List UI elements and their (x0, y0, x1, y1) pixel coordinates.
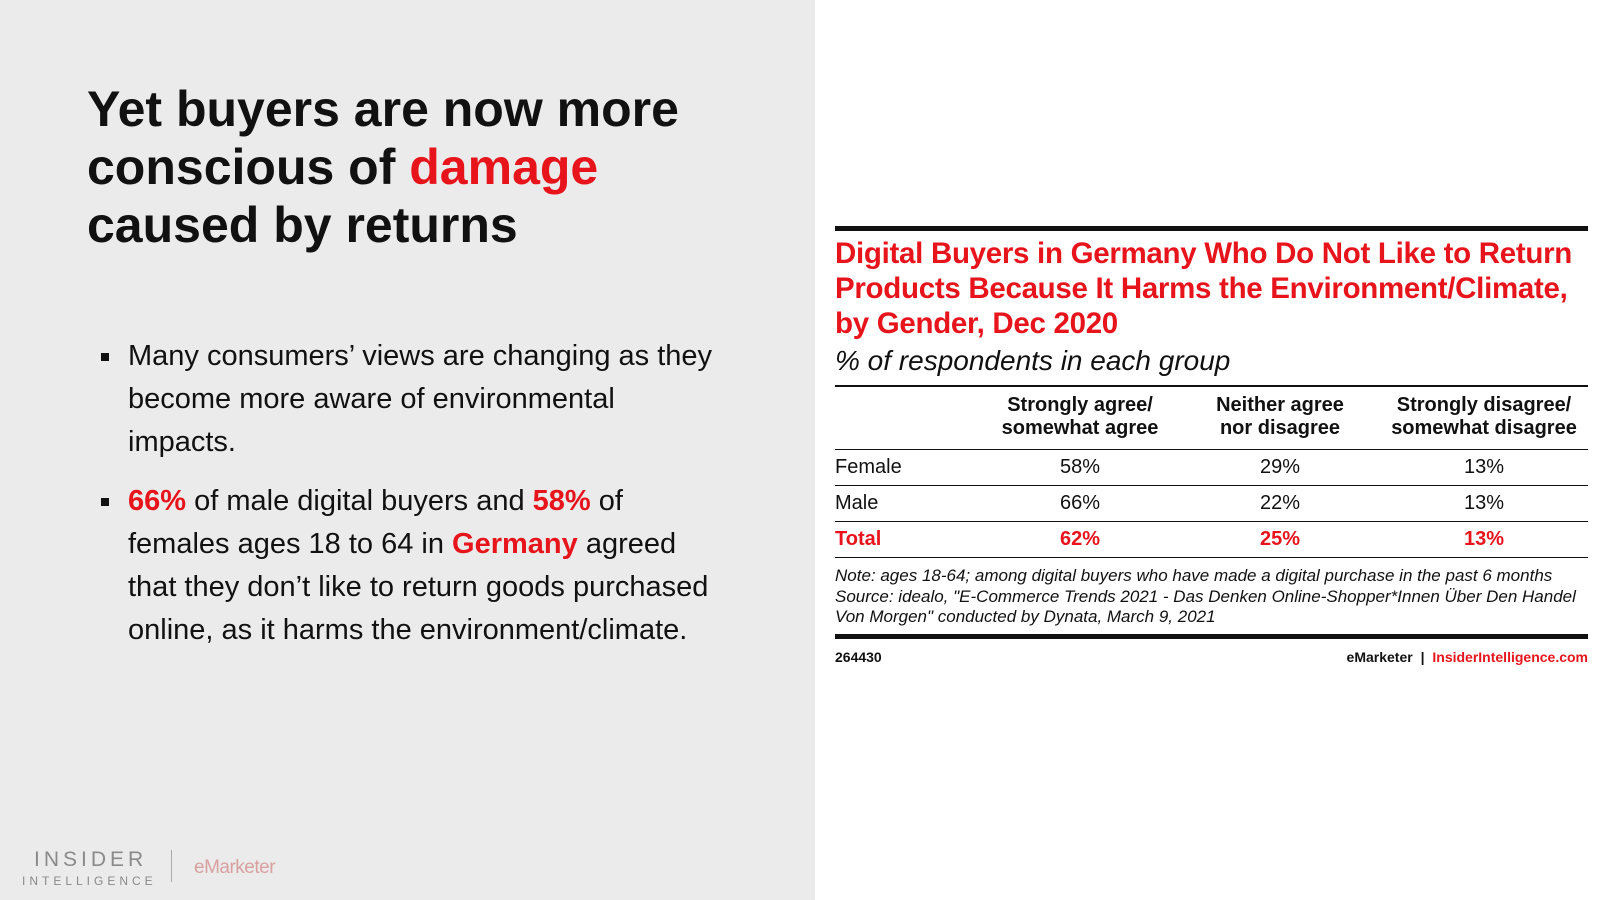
row-label: Total (835, 528, 882, 550)
row-label: Female (835, 456, 902, 478)
left-panel: Yet buyers are now more conscious of dam… (0, 0, 815, 900)
text-run: of male digital buyers and (186, 485, 533, 517)
header-line: Neither agree (1216, 393, 1344, 416)
header-line: somewhat agree (1001, 416, 1159, 439)
table-cell: 62% (1059, 528, 1101, 550)
logo-text: INTELLIGENCE (22, 874, 157, 888)
logo-separator (171, 850, 172, 882)
header-line: nor disagree (1219, 416, 1341, 439)
table-row: Female 58% 29% 13% (835, 450, 1588, 486)
slide-title: Yet buyers are now more conscious of dam… (87, 80, 747, 254)
rule (835, 633, 1588, 639)
logo-text: INSIDER (34, 848, 148, 871)
logo-brand: eMarketer (194, 857, 276, 878)
rule (835, 448, 1588, 450)
separator: | (1420, 648, 1425, 665)
bullet: 66% of male digital buyers and 58% of fe… (100, 480, 720, 652)
table-card: Digital Buyers in Germany Who Do Not Lik… (835, 226, 1588, 665)
table-note: Note: ages 18-64; among digital buyers w… (835, 566, 1553, 585)
header-line: Strongly agree/ (1007, 393, 1153, 416)
table-cell: 25% (1259, 528, 1301, 550)
bullet: Many consumers’ views are changing as th… (100, 335, 720, 464)
table-body: Female 58% 29% 13% Male 66% 22% 13% Total 62% 25% 1… (835, 450, 1588, 558)
brand: eMarketer (1346, 648, 1413, 665)
header-line: somewhat disagree (1391, 416, 1577, 439)
table-row: Total 62% 25% 13% (835, 522, 1588, 558)
header-line: Strongly disagree/ (1396, 393, 1572, 416)
header-cell: Strongly agree/somewhat agree (980, 394, 1180, 440)
site: InsiderIntelligence.com (1432, 648, 1588, 665)
table-header: Strongly agree/somewhat agree Neither agr… (835, 387, 1588, 449)
header-cell (835, 394, 980, 440)
table-cell: 29% (1259, 456, 1301, 478)
table-source: Source: idealo, "E-Commerce Trends 2021 … (835, 586, 1576, 627)
highlight-text: 58% (532, 485, 591, 517)
header-cell: Strongly disagree/somewhat disagree (1380, 394, 1588, 440)
rule (835, 226, 1588, 231)
table-subtitle: % of respondents in each group (835, 345, 1231, 376)
text-run: of females ages 18 to 64 in (128, 485, 623, 560)
text-run: Many consumers’ views are changing as th… (128, 340, 713, 458)
text-run: Yet buyers are now more conscious of (87, 81, 679, 195)
highlight-text: damage (409, 139, 599, 195)
row-label: Male (835, 492, 879, 514)
text-run: agreed that they don’t like to return go… (128, 528, 709, 646)
table-title: Digital Buyers in Germany Who Do Not Lik… (835, 237, 1573, 340)
table-row: Male 66% 22% 13% (835, 486, 1588, 522)
table-cell: 13% (1463, 492, 1505, 514)
highlight-text: Germany (452, 528, 578, 560)
bullet-list: Many consumers’ views are changing as th… (100, 335, 720, 668)
table-cell: 13% (1463, 528, 1505, 550)
text-run: caused by returns (87, 197, 518, 253)
table-footer: 264430 eMarketer | InsiderIntelligence.c… (835, 649, 1588, 665)
highlight-text: 66% (128, 485, 187, 517)
table-cell: 66% (1059, 492, 1101, 514)
table-cell: 58% (1059, 456, 1101, 478)
table-cell: 22% (1259, 492, 1301, 514)
chart-id: 264430 (835, 648, 882, 665)
table-cell: 13% (1463, 456, 1505, 478)
header-cell: Neither agree nor disagree (1180, 394, 1380, 440)
footer-credit: eMarketer | InsiderIntelligence.com (1343, 649, 1588, 665)
rule (835, 385, 1588, 387)
